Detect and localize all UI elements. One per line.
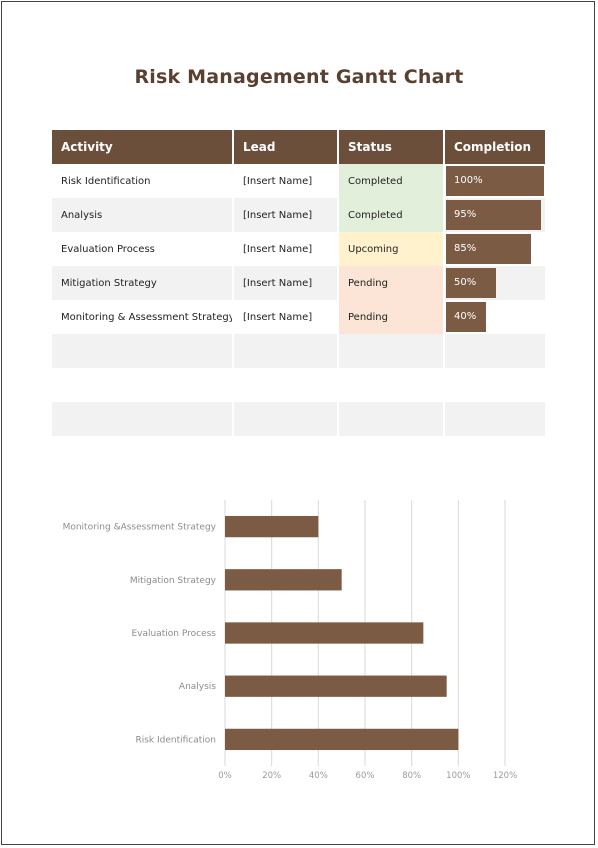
lead-cell[interactable]: [Insert Name] bbox=[233, 164, 339, 198]
empty-cell[interactable] bbox=[338, 368, 445, 402]
completion-label: 50% bbox=[454, 277, 477, 288]
header-activity[interactable]: Activity bbox=[52, 130, 234, 164]
completion-label: 85% bbox=[454, 243, 477, 254]
chart-bar[interactable] bbox=[225, 622, 424, 644]
chart-bar[interactable] bbox=[225, 728, 459, 751]
risk-table: Activity Lead Status Completion Risk Ide… bbox=[52, 130, 545, 436]
activity-cell[interactable]: Monitoring & Assessment Strategy bbox=[52, 300, 234, 334]
empty-cell[interactable] bbox=[52, 402, 234, 436]
category-label: Risk Identification bbox=[135, 735, 216, 745]
status-cell[interactable]: Upcoming bbox=[338, 232, 445, 266]
empty-cell[interactable] bbox=[52, 334, 234, 368]
empty-row bbox=[52, 368, 545, 402]
lead-cell[interactable]: [Insert Name] bbox=[233, 198, 339, 232]
lead-cell[interactable]: [Insert Name] bbox=[233, 266, 339, 300]
table-row: Mitigation Strategy [Insert Name] Pending 5… bbox=[52, 266, 545, 300]
header-completion[interactable]: Completion bbox=[444, 130, 545, 164]
empty-cell[interactable] bbox=[444, 368, 545, 402]
completion-cell[interactable]: 40% bbox=[444, 300, 545, 334]
empty-cell[interactable] bbox=[233, 402, 339, 436]
x-tick-label: 80% bbox=[402, 771, 421, 781]
completion-label: 95% bbox=[454, 209, 477, 220]
category-label: Monitoring &Assessment Strategy bbox=[63, 523, 217, 533]
x-tick-label: 20% bbox=[262, 771, 281, 781]
category-label: Evaluation Process bbox=[132, 629, 217, 639]
table-row: Risk Identification [Insert Name] Complete… bbox=[52, 164, 545, 198]
empty-cell[interactable] bbox=[233, 368, 339, 402]
x-tick-label: 100% bbox=[446, 771, 470, 781]
completion-bar bbox=[446, 268, 496, 298]
header-lead[interactable]: Lead bbox=[233, 130, 339, 164]
lead-cell[interactable]: [Insert Name] bbox=[233, 300, 339, 334]
category-label: Analysis bbox=[179, 682, 216, 692]
completion-bar bbox=[446, 234, 531, 264]
empty-cell[interactable] bbox=[52, 368, 234, 402]
completion-cell[interactable]: 100% bbox=[444, 164, 545, 198]
empty-row bbox=[52, 402, 545, 436]
activity-cell[interactable]: Mitigation Strategy bbox=[52, 266, 234, 300]
chart-bar[interactable] bbox=[225, 515, 319, 538]
activity-cell[interactable]: Analysis bbox=[52, 198, 234, 232]
completion-cell[interactable]: 50% bbox=[444, 266, 545, 300]
table-row: Evaluation Process [Insert Name] Upcoming 8… bbox=[52, 232, 545, 266]
completion-bar bbox=[446, 302, 486, 332]
completion-cell[interactable]: 95% bbox=[444, 198, 545, 232]
status-cell[interactable]: Completed bbox=[338, 164, 445, 198]
status-cell[interactable]: Pending bbox=[338, 266, 445, 300]
category-label: Mitigation Strategy bbox=[130, 576, 217, 586]
completion-bar bbox=[446, 166, 544, 196]
status-cell[interactable]: Completed bbox=[338, 198, 445, 232]
activity-cell[interactable]: Evaluation Process bbox=[52, 232, 234, 266]
table-row: Monitoring & Assessment Strategy [Insert … bbox=[52, 300, 545, 334]
header-status[interactable]: Status bbox=[338, 130, 445, 164]
table-header-row: Activity Lead Status Completion bbox=[52, 130, 545, 164]
chart-svg: 0% 20% 40% 60% 80% 100% 120% Monitoring &Assess… bbox=[63, 500, 517, 781]
empty-cell[interactable] bbox=[444, 402, 545, 436]
empty-row bbox=[52, 334, 545, 368]
page-title: Risk Management Gantt Chart bbox=[134, 66, 464, 88]
empty-cell[interactable] bbox=[444, 334, 545, 368]
completion-bar bbox=[446, 200, 541, 230]
x-tick-label: 40% bbox=[309, 771, 328, 781]
completion-chart: 0% 20% 40% 60% 80% 100% 120% Monitoring &Assess… bbox=[2, 492, 596, 792]
chart-bar[interactable] bbox=[225, 569, 342, 591]
empty-cell[interactable] bbox=[338, 334, 445, 368]
chart-bar[interactable] bbox=[225, 675, 447, 697]
x-tick-label: 60% bbox=[356, 771, 375, 781]
table-row: Analysis [Insert Name] Completed 95% bbox=[52, 198, 545, 232]
lead-cell[interactable]: [Insert Name] bbox=[233, 232, 339, 266]
activity-cell[interactable]: Risk Identification bbox=[52, 164, 234, 198]
empty-cell[interactable] bbox=[338, 402, 445, 436]
x-tick-label: 120% bbox=[493, 771, 517, 781]
completion-label: 40% bbox=[454, 311, 477, 322]
x-tick-label: 0% bbox=[218, 771, 232, 781]
completion-label: 100% bbox=[454, 175, 483, 186]
status-cell[interactable]: Pending bbox=[338, 300, 445, 334]
empty-cell[interactable] bbox=[233, 334, 339, 368]
completion-cell[interactable]: 85% bbox=[444, 232, 545, 266]
